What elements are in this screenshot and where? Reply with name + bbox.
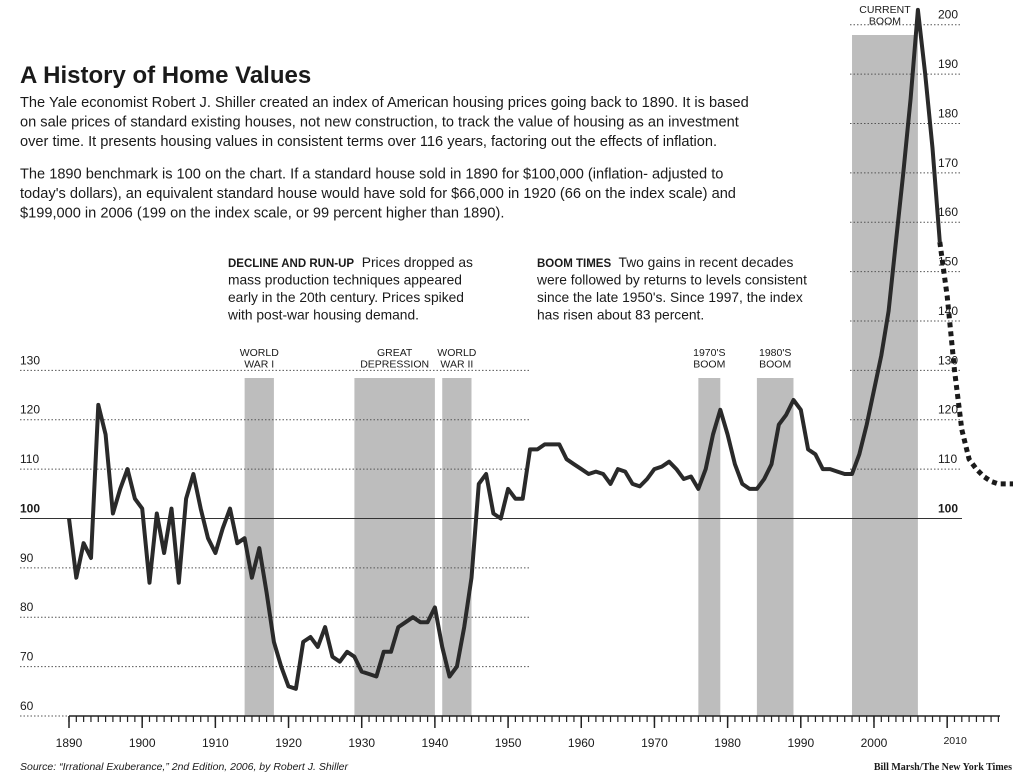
period-label: BOOM <box>869 16 901 28</box>
y2-tick-label: 140 <box>938 304 958 318</box>
x-tick-label: 1920 <box>275 736 302 750</box>
period-band <box>756 378 794 716</box>
y-tick-label: 130 <box>20 353 40 367</box>
y2-tick-label: 200 <box>938 8 958 22</box>
annotation-line: were followed by returns to levels consi… <box>536 273 807 288</box>
y2-tick-label: 120 <box>938 403 958 417</box>
annotation-text: with post-war housing demand. <box>227 308 419 323</box>
annotation-line: early in the 20th century. Prices spiked <box>228 290 464 305</box>
y2-tick-label: 170 <box>938 156 958 170</box>
period-label: CURRENT <box>859 4 911 16</box>
description-line: over time. It presents housing values in… <box>20 134 717 150</box>
annotation-text: mass production techniques appeared <box>228 273 462 288</box>
periods <box>244 35 918 716</box>
period-label: 1980'S <box>759 347 791 359</box>
chart-title: A History of Home Values <box>20 62 311 89</box>
annotation-lead: DECLINE AND RUN-UP <box>228 258 354 270</box>
annotation-space <box>611 255 618 270</box>
description-line: The 1890 benchmark is 100 on the chart. … <box>20 167 723 183</box>
annotation-text: since the late 1950's. Since 1997, the i… <box>537 290 803 305</box>
x-tick-label: 1970 <box>641 736 668 750</box>
x-tick-label: 1960 <box>568 736 595 750</box>
annotation-text: Prices dropped as <box>362 255 473 270</box>
x-tick-label: 1930 <box>348 736 375 750</box>
period-label: DEPRESSION <box>360 359 429 371</box>
x-tick-label: 1950 <box>495 736 522 750</box>
annotation-space <box>354 255 362 270</box>
y-tick-label: 60 <box>20 699 34 713</box>
x-tick-label: 1890 <box>56 736 83 750</box>
annotation-text: were followed by returns to levels consi… <box>536 273 807 288</box>
description-line: today's dollars), an equivalent standard… <box>20 186 736 202</box>
x-tick-label: 1900 <box>129 736 156 750</box>
y-tick-label: 80 <box>20 600 34 614</box>
annotation-line: DECLINE AND RUN-UP Prices dropped as <box>228 255 473 270</box>
annotation-lead: BOOM TIMES <box>537 258 611 270</box>
y2-tick-label: 110 <box>938 452 957 466</box>
period-label: WORLD <box>437 347 477 359</box>
annotation-text: early in the 20th century. Prices spiked <box>228 290 464 305</box>
period-label: BOOM <box>759 359 791 371</box>
period-label: WAR II <box>440 359 473 371</box>
series-line <box>937 241 1013 487</box>
annotation-line: since the late 1950's. Since 1997, the i… <box>537 290 803 305</box>
annotation-text: has risen about 83 percent. <box>537 308 704 323</box>
description-line: $199,000 in 2006 (199 on the index scale… <box>20 206 504 222</box>
y-tick-label: 100 <box>20 501 40 515</box>
x-tick-label: 1980 <box>714 736 741 750</box>
y-tick-label: 110 <box>20 452 39 466</box>
annotation-line: with post-war housing demand. <box>227 308 419 323</box>
y2-tick-label: 190 <box>938 57 958 71</box>
period-label: WAR I <box>244 359 274 371</box>
y2-tick-label: 100 <box>938 501 958 515</box>
description-line: The Yale economist Robert J. Shiller cre… <box>20 95 749 111</box>
x-tick-label: 1990 <box>787 736 814 750</box>
y2-tick-label: 160 <box>938 205 958 219</box>
y-tick-label: 120 <box>20 403 40 417</box>
annotation-line: has risen about 83 percent. <box>537 308 704 323</box>
x-tick-label: 2000 <box>861 736 888 750</box>
annotation-line: BOOM TIMES Two gains in recent decades <box>537 255 794 270</box>
y-tick-label: 90 <box>20 551 34 565</box>
period-label: 1970'S <box>693 347 725 359</box>
description-line: on sale prices of standard existing hous… <box>20 115 739 131</box>
series-line <box>67 7 942 691</box>
annotation-text: Two gains in recent decades <box>619 255 794 270</box>
period-band <box>354 378 435 716</box>
source: Source: “Irrational Exuberance,” 2nd Edi… <box>20 761 349 773</box>
y-tick-label: 70 <box>20 650 34 664</box>
period-band <box>698 378 721 716</box>
annotation-line: mass production techniques appeared <box>228 273 462 288</box>
y2-tick-label: 180 <box>938 106 958 120</box>
period-label: GREAT <box>377 347 413 359</box>
y2-tick-label: 150 <box>938 255 958 269</box>
period-label: WORLD <box>240 347 280 359</box>
x-tick-label: 1940 <box>422 736 449 750</box>
x-tick-label: 1910 <box>202 736 229 750</box>
y2-tick-label: 130 <box>938 353 958 367</box>
period-label: BOOM <box>693 359 725 371</box>
credit: Bill Marsh/The New York Times <box>874 762 1012 773</box>
x-tick-label: 2010 <box>943 735 967 747</box>
